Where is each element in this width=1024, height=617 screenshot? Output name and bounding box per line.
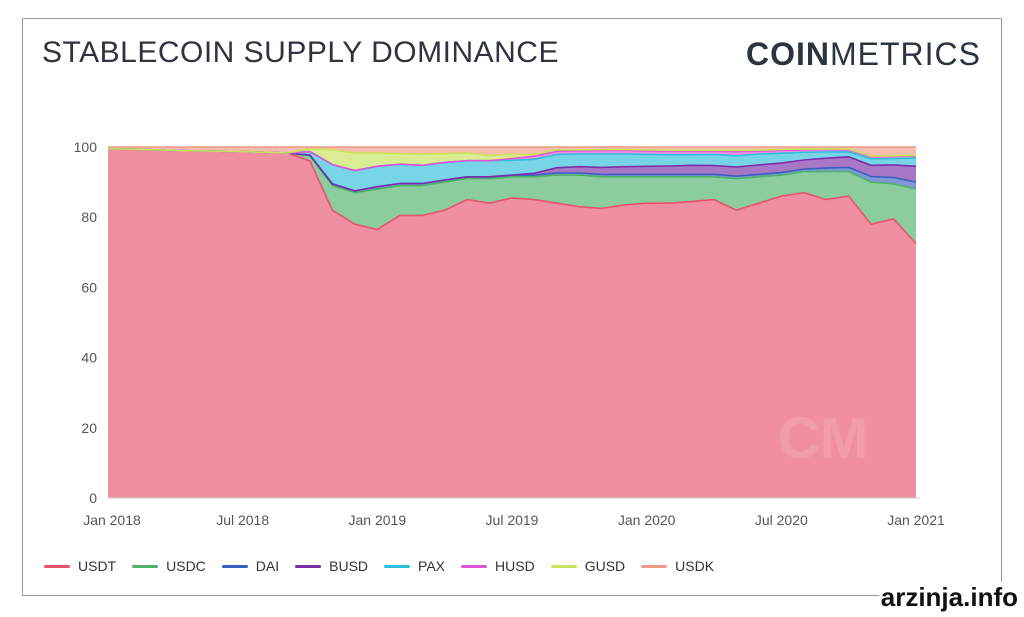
y-tick-label: 40 [81,350,97,366]
legend-item-husd[interactable]: HUSD [461,558,535,574]
legend-label: PAX [418,558,446,574]
legend-swatch [221,564,248,568]
legend-item-busd[interactable]: BUSD [295,558,368,574]
legend-item-dai[interactable]: DAI [221,558,280,574]
legend-swatch [295,564,322,568]
legend-swatch [550,564,577,568]
legend-item-gusd[interactable]: GUSD [550,558,626,574]
legend-label: BUSD [329,558,369,574]
cm-watermark-logo: CM [778,406,868,471]
legend-label: USDK [675,558,715,574]
x-tick-label: Jan 2018 [83,512,141,528]
area-busd [108,148,916,191]
x-tick-label: Jul 2019 [486,512,539,528]
chart-legend: USDT USDC DAI BUSD PAX HUSD GUSD USDK [44,558,730,574]
y-tick-label: 80 [81,209,97,225]
legend-label: USDT [78,558,117,574]
area-usdc [108,148,916,244]
x-tick-label: Jul 2020 [755,512,808,528]
legend-label: HUSD [495,558,535,574]
x-tick-label: Jan 2019 [349,512,407,528]
legend-item-usdk[interactable]: USDK [641,558,714,574]
x-tick-label: Jan 2020 [618,512,676,528]
y-tick-label: 0 [89,490,97,506]
series-lines [107,146,917,245]
legend-swatch [641,564,668,568]
legend-swatch [132,564,159,568]
brand-light-text: METRICS [830,36,981,72]
chart-title: STABLECOIN SUPPLY DOMINANCE [42,36,559,69]
legend-swatch [461,564,488,568]
svg-text:CM: CM [778,406,868,471]
legend-label: USDC [166,558,206,574]
x-tick-label: Jan 2021 [887,512,945,528]
brand-logo: COINMETRICS [746,36,981,73]
y-tick-label: 100 [74,139,98,155]
y-tick-label: 20 [81,420,97,436]
legend-swatch [44,564,70,568]
legend-item-usdc[interactable]: USDC [132,558,206,574]
legend-label: GUSD [584,558,626,574]
area-pax [108,148,916,191]
legend-item-pax[interactable]: PAX [384,558,445,574]
legend-item-usdt[interactable]: USDT [44,558,116,574]
site-watermark: arzinja.info [878,582,1020,613]
brand-bold-text: COIN [746,36,830,72]
legend-label: DAI [255,558,280,574]
y-tick-label: 60 [81,279,97,295]
x-tick-label: Jul 2018 [216,512,269,528]
legend-swatch [384,564,411,568]
line-gusd [107,147,917,157]
area-usdt [108,148,916,499]
area-usdk [108,147,916,157]
